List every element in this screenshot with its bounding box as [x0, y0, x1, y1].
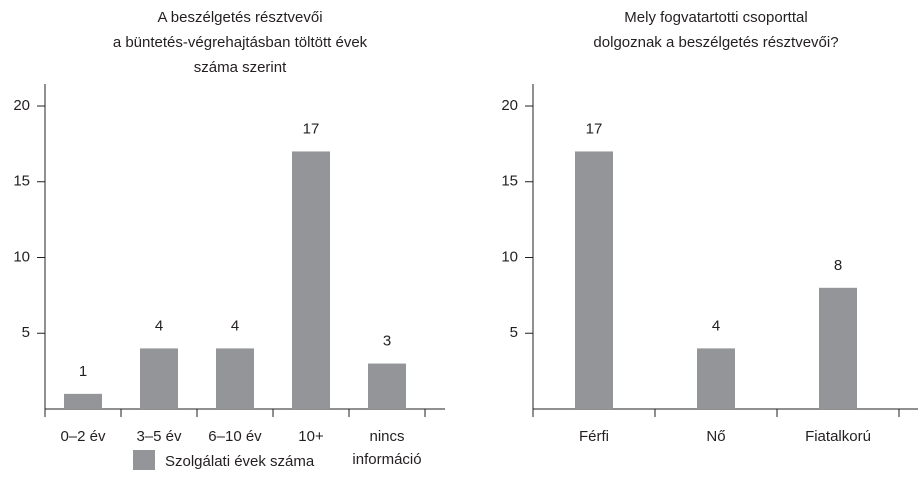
y-tick-label: 5: [22, 324, 30, 341]
data-label: 4: [712, 317, 720, 334]
bar: [368, 363, 406, 409]
data-label: 4: [231, 317, 239, 334]
chart-title: Mely fogvatartotti csoporttal: [624, 9, 807, 26]
bar: [140, 348, 178, 409]
y-tick-label: 15: [13, 173, 30, 190]
x-tick-label: Fiatalkorú: [805, 428, 871, 445]
x-tick-label: 10+: [298, 428, 324, 445]
legend-swatch: [133, 450, 155, 470]
data-label: 3: [383, 333, 391, 350]
chart-title: száma szerint: [194, 59, 287, 76]
x-tick-label-line: nincs: [369, 428, 404, 445]
x-tick-label: Nő: [706, 428, 725, 445]
y-tick-label: 5: [510, 324, 518, 341]
y-tick-label: 15: [501, 173, 518, 190]
data-label: 17: [586, 120, 603, 137]
x-tick-label: 0–2 év: [60, 428, 106, 445]
legend-label: Szolgálati évek száma: [165, 453, 315, 470]
chart-title: dolgoznak a beszélgetés résztvevői?: [593, 34, 838, 51]
bar: [64, 393, 102, 409]
x-tick-label: 6–10 év: [208, 428, 262, 445]
bar: [292, 151, 330, 409]
data-label: 1: [79, 363, 87, 380]
y-tick-label: 20: [13, 97, 30, 114]
data-label: 17: [303, 120, 320, 137]
x-tick-label: Férfi: [579, 428, 609, 445]
x-tick-label: nincs információ: [352, 428, 421, 468]
data-label: 4: [155, 317, 163, 334]
bar: [216, 348, 254, 409]
bar: [697, 348, 735, 409]
y-tick-label: 10: [501, 248, 518, 265]
bar: [819, 287, 857, 409]
y-tick-label: 20: [501, 97, 518, 114]
bar: [575, 151, 613, 409]
data-label: 8: [834, 257, 842, 274]
chart-title: A beszélgetés résztvevői: [157, 9, 322, 26]
chart-title: a büntetés-végrehajtásban töltött évek: [113, 34, 368, 51]
x-tick-label: 3–5 év: [136, 428, 182, 445]
y-tick-label: 10: [13, 248, 30, 265]
x-tick-label-line: információ: [352, 451, 421, 468]
